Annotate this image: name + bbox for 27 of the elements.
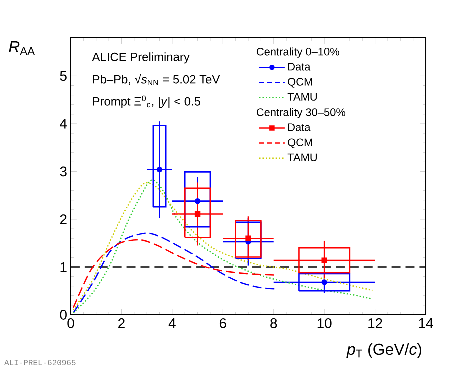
annotation: Pb–Pb, √s$_{NN}$ = 5.02 TeV bbox=[93, 74, 220, 86]
x-tick-label: 6 bbox=[220, 318, 226, 328]
y-tick-label: 2 bbox=[60, 214, 67, 224]
x-tick-label: 8 bbox=[270, 318, 278, 328]
legend-label: QCM bbox=[288, 78, 312, 88]
y-tick-label: 5 bbox=[60, 71, 67, 82]
x-tick-label: 12 bbox=[368, 318, 382, 328]
x-tick-label: 4 bbox=[168, 318, 176, 328]
annotation: Centrality 30–50% bbox=[256, 108, 346, 118]
annotation: Centrality 0–10% bbox=[256, 48, 340, 58]
annotation: ALICE Preliminary bbox=[92, 52, 190, 64]
legend-label: Data bbox=[288, 124, 311, 132]
y-tick-label: 1 bbox=[60, 262, 67, 272]
legend-label: TAMU bbox=[288, 93, 317, 101]
y-axis-title: R$_{AA}$ bbox=[9, 42, 36, 56]
legend-label: QCM bbox=[288, 138, 312, 148]
annotation: Prompt Ξ$^{0}$$_{c}$, |y| < 0.5 bbox=[93, 96, 200, 108]
legend-label: TAMU bbox=[288, 154, 317, 162]
x-tick-label: 2 bbox=[118, 318, 125, 328]
x-tick-label: 10 bbox=[318, 318, 332, 328]
legend-label: Data bbox=[288, 63, 311, 71]
x-tick-label: 14 bbox=[419, 318, 434, 328]
y-tick-label: 0 bbox=[60, 310, 67, 320]
x-tick-label: 0 bbox=[68, 318, 74, 328]
y-tick-label: 4 bbox=[60, 119, 68, 129]
y-tick-label: 3 bbox=[60, 166, 67, 177]
x-axis-title: p$_{T}$ (GeV/c) bbox=[346, 343, 422, 358]
